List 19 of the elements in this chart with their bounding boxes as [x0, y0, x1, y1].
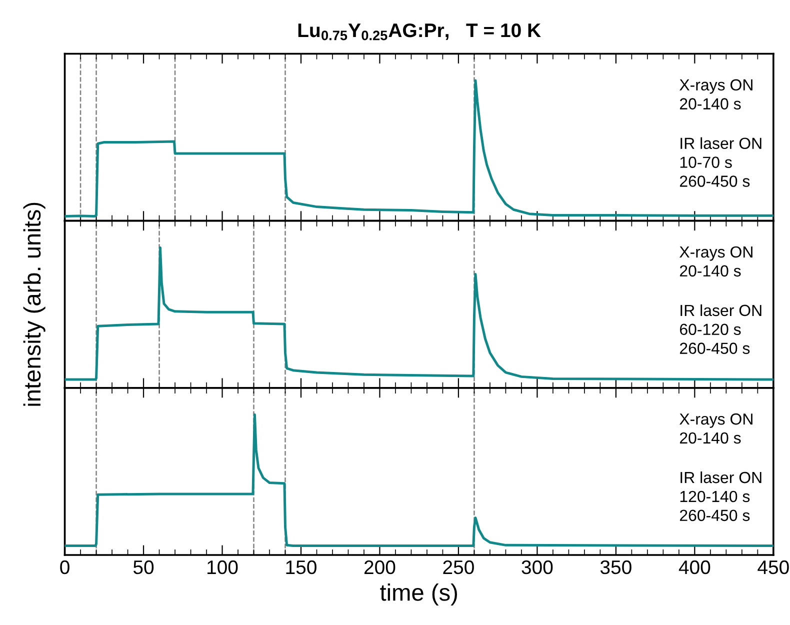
x-tick-label: 200 [364, 560, 396, 574]
x-tick-label: 400 [678, 560, 710, 574]
chart-title: Lu$_{0.75}$Y$_{0.25}$AG:Pr, T = 10 K [298, 23, 541, 40]
x-tick-label: 300 [522, 560, 553, 574]
annotation: X-rays ON 20-140 s [680, 79, 752, 110]
annotation: IR laser ON 120-140 s 260-450 s [680, 471, 762, 522]
x-tick-label: 0 [60, 560, 70, 574]
annotation: X-rays ON 20-140 s [680, 246, 752, 277]
annotation: IR laser ON 60-120 s 260-450 s [680, 304, 762, 354]
annotation: X-rays ON 20-140 s [680, 413, 752, 444]
y-axis-title: intensity (arb. units) [23, 202, 46, 406]
annotation: IR laser ON 10-70 s 260-450 s [680, 137, 762, 187]
x-tick-label: 100 [208, 560, 238, 574]
x-tick-label: 450 [758, 560, 789, 574]
x-tick-label: 250 [443, 560, 474, 574]
x-axis-title: time (s) [380, 584, 457, 606]
x-tick-label: 50 [133, 560, 154, 574]
x-tick-label: 150 [286, 560, 316, 574]
x-tick-label: 350 [600, 560, 632, 574]
